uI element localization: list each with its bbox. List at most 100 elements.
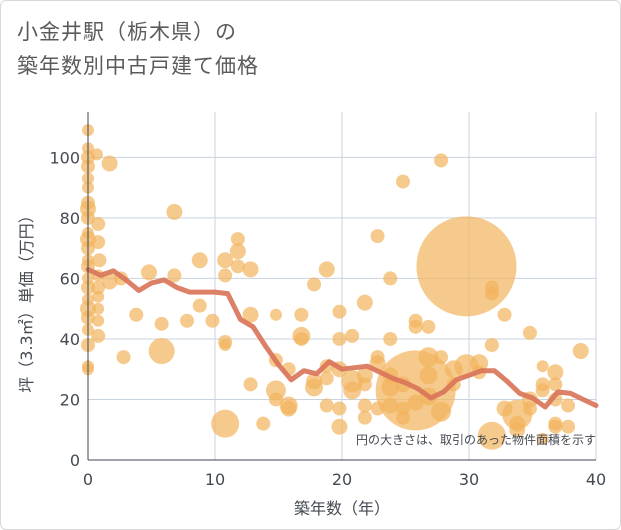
data-bubble [431,401,452,422]
data-bubble [229,243,246,260]
data-bubble [92,253,107,268]
data-bubble [92,302,105,315]
x-tick-label: 0 [83,470,93,489]
data-bubble [269,308,282,321]
data-bubble [319,398,334,413]
data-bubble [116,350,131,365]
data-bubble [522,401,537,416]
data-bubble [522,325,537,340]
data-bubble [418,347,439,368]
data-bubble [211,409,240,438]
data-bubble [256,416,271,431]
data-bubble [92,290,105,303]
data-bubble [180,313,195,328]
data-bubble [167,268,182,283]
data-bubble [536,360,549,373]
data-bubble [561,419,576,434]
data-bubble [129,307,144,322]
chart-title-line-2: 築年数別中古戸建て価格 [17,54,259,78]
x-tick-label: 30 [459,470,479,489]
data-bubble [343,381,362,400]
data-bubble [332,401,347,416]
data-bubble [416,216,517,317]
data-bubble [509,421,526,438]
data-bubble [218,268,233,283]
data-bubble [572,343,589,360]
data-bubble [101,155,118,172]
data-bubble [434,153,449,168]
data-bubble [356,294,373,311]
data-bubble [90,148,103,161]
x-tick-label: 10 [205,470,225,489]
data-bubble [357,410,372,425]
data-bubble [305,378,324,397]
data-bubble [91,328,106,343]
data-bubble [230,259,245,274]
data-bubble [318,261,335,278]
data-bubble [91,280,106,295]
data-bubble [421,319,436,334]
data-bubble [242,261,259,278]
data-bubble [217,252,234,269]
data-bubble [497,307,512,322]
data-bubble [332,304,347,319]
data-bubble [230,232,245,247]
x-axis-label: 築年数（年） [294,499,390,518]
data-bubble [92,314,105,327]
data-bubble [242,306,259,323]
size-note: 円の大きさは、取引のあった物件面積を示す [356,432,596,447]
y-tick-label: 0 [70,451,80,470]
data-bubble [91,235,106,250]
data-bubble [294,331,309,346]
y-axis-label: 坪（3.3㎡）単価（万円） [17,207,36,392]
data-bubble [548,377,563,392]
data-bubble [484,286,499,301]
data-bubble [370,229,385,244]
data-bubble [91,216,106,231]
data-bubble [294,307,309,322]
data-bubble [140,264,157,281]
data-bubble [477,421,506,450]
y-tick-label: 100 [49,148,80,167]
data-bubble [484,338,499,353]
chart-title-line-1: 小金井駅（栃木県）の [17,20,237,44]
data-bubble [357,377,372,392]
data-bubble [357,398,372,413]
x-tick-label: 40 [586,470,606,489]
axes: 0 10 20 30 40 0 20 40 60 80 100 [49,112,606,489]
data-bubble [148,338,175,365]
data-bubble [205,313,220,328]
chart-title: 小金井駅（栃木県）の 築年数別中古戸建て価格 [17,15,259,83]
data-bubble [219,339,232,352]
data-bubble [331,418,348,435]
data-bubble [192,298,207,313]
data-bubble [191,252,208,269]
data-bubble [268,392,283,407]
data-bubble [561,398,576,413]
data-bubble [345,328,360,343]
bubble-layer [80,124,589,450]
data-bubble [408,319,423,334]
data-bubble [319,371,334,386]
y-tick-label: 80 [60,209,80,228]
data-bubble [280,400,297,417]
data-bubble [101,273,118,290]
data-bubble [166,203,183,220]
x-tick-label: 20 [332,470,352,489]
data-bubble [332,331,347,346]
y-tick-label: 40 [60,330,80,349]
data-bubble [383,331,398,346]
data-bubble [536,432,549,445]
data-bubble [419,366,438,385]
data-bubble [434,350,449,365]
data-bubble [535,383,550,398]
y-tick-label: 60 [60,269,80,288]
y-tick-label: 20 [60,390,80,409]
average-price-line [85,266,599,410]
data-bubble [547,364,564,381]
data-bubble [395,174,410,189]
data-bubble [548,419,563,434]
data-bubble [154,316,169,331]
data-bubble [307,277,322,292]
